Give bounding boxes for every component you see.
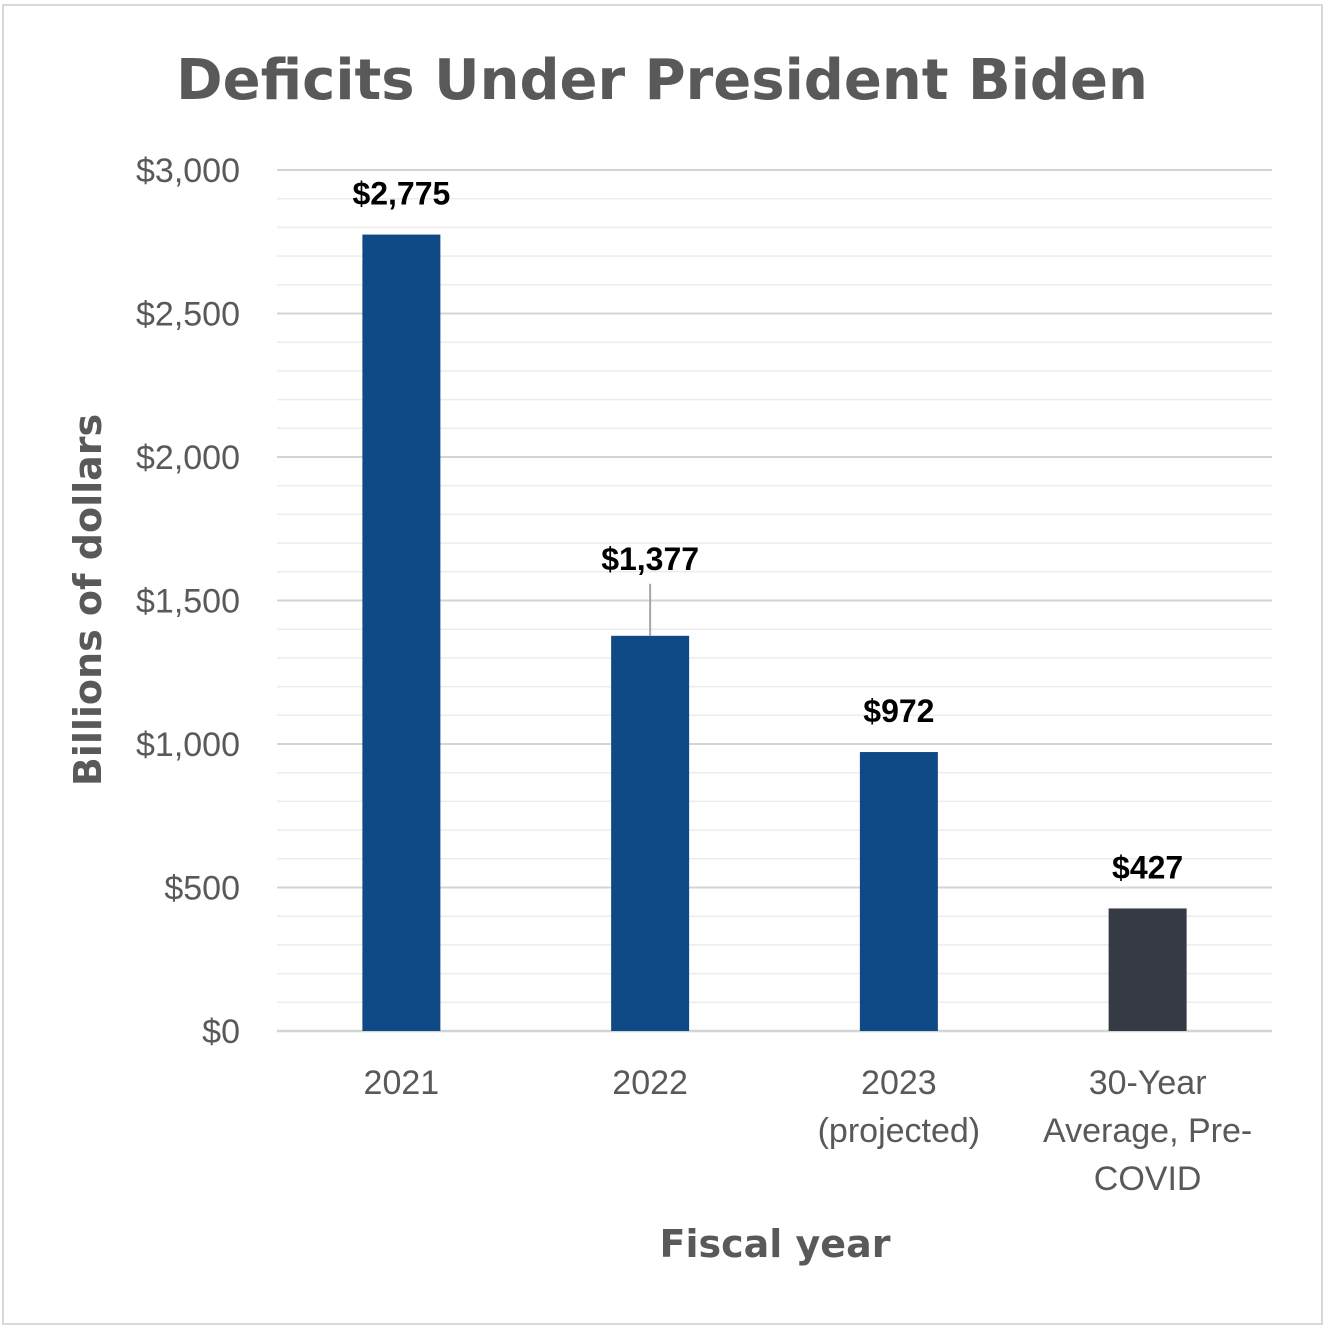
- y-axis-ticks: $0 $500 $1,000 $1,500 $2,000 $2,500 $3,000: [136, 152, 240, 1051]
- x-tick-label: (projected): [818, 1112, 981, 1150]
- bar: [859, 752, 938, 1031]
- y-tick-label: $0: [202, 1013, 240, 1051]
- x-tick-label: COVID: [1094, 1160, 1202, 1198]
- y-tick-label: $1,000: [136, 726, 240, 764]
- bar: [611, 635, 690, 1031]
- data-label: $972: [863, 693, 934, 729]
- bar: [1108, 908, 1187, 1031]
- x-tick-label: Average, Pre-: [1043, 1112, 1252, 1150]
- y-tick-label: $500: [164, 870, 240, 908]
- data-labels: $2,775 $1,377 $972 $427: [352, 176, 1183, 886]
- data-label: $2,775: [352, 176, 450, 212]
- x-axis-title: Fiscal year: [660, 1222, 891, 1266]
- x-tick-label: 2021: [364, 1064, 440, 1102]
- y-tick-label: $3,000: [136, 152, 240, 190]
- y-axis-title: Billions of dollars: [66, 414, 110, 786]
- data-label: $1,377: [601, 541, 699, 577]
- gridlines: [277, 169, 1272, 1033]
- bar: [362, 234, 441, 1031]
- x-axis-categories: 2021 2022 2023 (projected) 30-Year Average, P…: [364, 1064, 1253, 1198]
- x-tick-label: 30-Year: [1089, 1064, 1207, 1102]
- y-tick-label: $2,000: [136, 439, 240, 477]
- y-tick-label: $2,500: [136, 296, 240, 334]
- y-tick-label: $1,500: [136, 583, 240, 621]
- data-label: $427: [1112, 849, 1183, 885]
- x-tick-label: 2022: [612, 1064, 688, 1102]
- bars: [362, 234, 1187, 1031]
- x-tick-label: 2023: [861, 1064, 937, 1102]
- chart-title: Deficits Under President Biden: [176, 48, 1148, 113]
